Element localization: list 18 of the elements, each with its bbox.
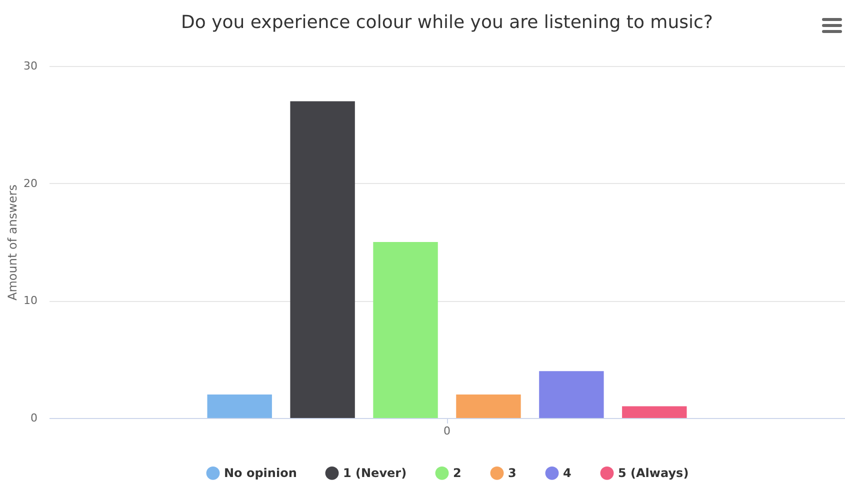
bar (539, 371, 604, 418)
bar (207, 394, 272, 418)
legend-label: No opinion (224, 466, 297, 480)
bar (290, 101, 355, 418)
bar (373, 242, 438, 418)
y-tick-label: 10 (24, 294, 38, 308)
bar (456, 394, 521, 418)
y-tick-label: 30 (24, 60, 38, 72)
legend-label: 3 (508, 466, 516, 480)
chart-title: Do you experience colour while you are listening to music? (181, 12, 713, 33)
legend-label: 2 (453, 466, 462, 480)
y-axis-title: Amount of answers (6, 184, 20, 300)
bar (622, 406, 687, 418)
y-tick-label: 0 (30, 412, 38, 424)
legend-label: 5 (Always) (618, 466, 689, 480)
y-tick-label: 20 (24, 176, 38, 190)
legend-label: 1 (Never) (343, 466, 407, 480)
legend-label: 4 (563, 466, 572, 480)
